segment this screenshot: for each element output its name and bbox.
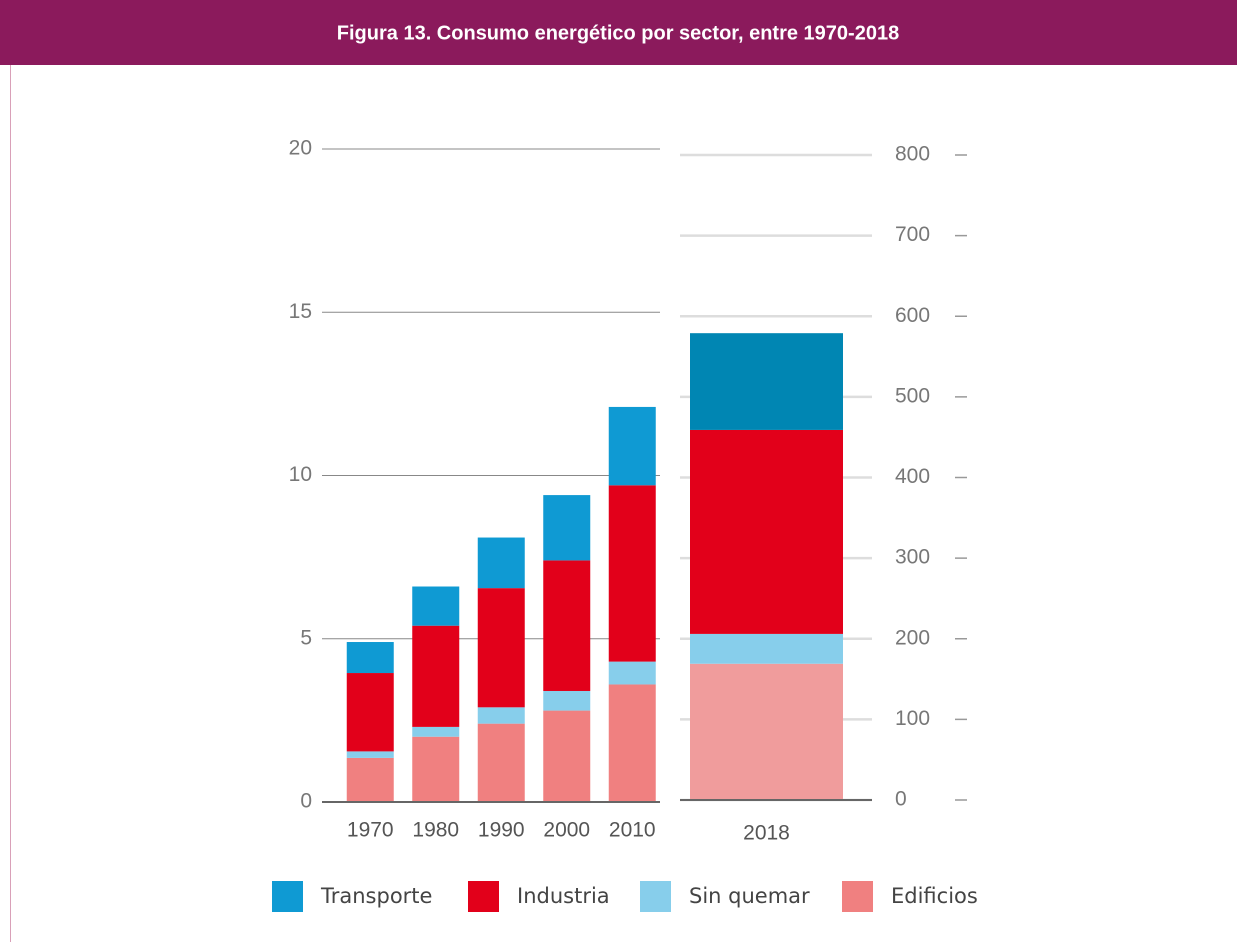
bar-segment: [477, 588, 525, 708]
bar-segment: [412, 586, 460, 626]
bar-segment: [412, 726, 460, 737]
y-tick-label: 400: [895, 465, 930, 488]
legend-swatch: [640, 881, 671, 912]
y-tick-label: 0: [895, 788, 907, 811]
bar-segment: [543, 560, 591, 691]
bar-segment: [412, 736, 460, 802]
bar-segment: [690, 663, 843, 800]
x-tick-label: 1980: [412, 819, 459, 842]
y-tick-label: 800: [895, 143, 930, 166]
bar-segment: [346, 751, 394, 758]
bar-segment: [346, 757, 394, 802]
y-tick-label: 5: [300, 626, 312, 649]
x-tick-label: 2018: [743, 822, 790, 845]
bar-segment: [608, 406, 656, 486]
bar-segment: [608, 485, 656, 662]
y-tick-label: 300: [895, 546, 930, 569]
chart-title: Figura 13. Consumo energético por sector…: [337, 22, 899, 44]
legend-label: Sin quemar: [689, 884, 810, 908]
y-tick-label: 15: [289, 300, 312, 323]
y-tick-label: 600: [895, 304, 930, 327]
header-bar: [0, 0, 1237, 65]
bar-segment: [412, 625, 460, 727]
y-tick-label: 200: [895, 626, 930, 649]
legend-label: Edificios: [891, 884, 978, 908]
legend-label: Transporte: [320, 884, 432, 908]
y-tick-label: 10: [289, 463, 312, 486]
bar-segment: [477, 707, 525, 724]
y-tick-label: 700: [895, 223, 930, 246]
bar-segment: [346, 642, 394, 674]
bar-segment: [346, 673, 394, 752]
y-tick-label: 20: [289, 137, 312, 160]
bar-segment: [690, 333, 843, 430]
bar-segment: [608, 661, 656, 685]
y-tick-label: 500: [895, 384, 930, 407]
x-tick-label: 1970: [347, 819, 394, 842]
bar-segment: [543, 710, 591, 802]
legend-swatch: [468, 881, 499, 912]
legend-label: Industria: [517, 884, 610, 908]
bar-segment: [690, 429, 843, 634]
bar-segment: [690, 633, 843, 664]
y-tick-label: 0: [300, 790, 312, 813]
bar-segment: [543, 690, 591, 711]
bar-segment: [477, 723, 525, 802]
bar-segment: [608, 684, 656, 802]
legend-swatch: [272, 881, 303, 912]
legend-swatch: [842, 881, 873, 912]
bar-segment: [477, 537, 525, 589]
y-tick-label: 100: [895, 707, 930, 730]
x-tick-label: 2000: [543, 819, 590, 842]
bar-segment: [543, 495, 591, 561]
x-tick-label: 2010: [609, 819, 656, 842]
x-tick-label: 1990: [478, 819, 525, 842]
